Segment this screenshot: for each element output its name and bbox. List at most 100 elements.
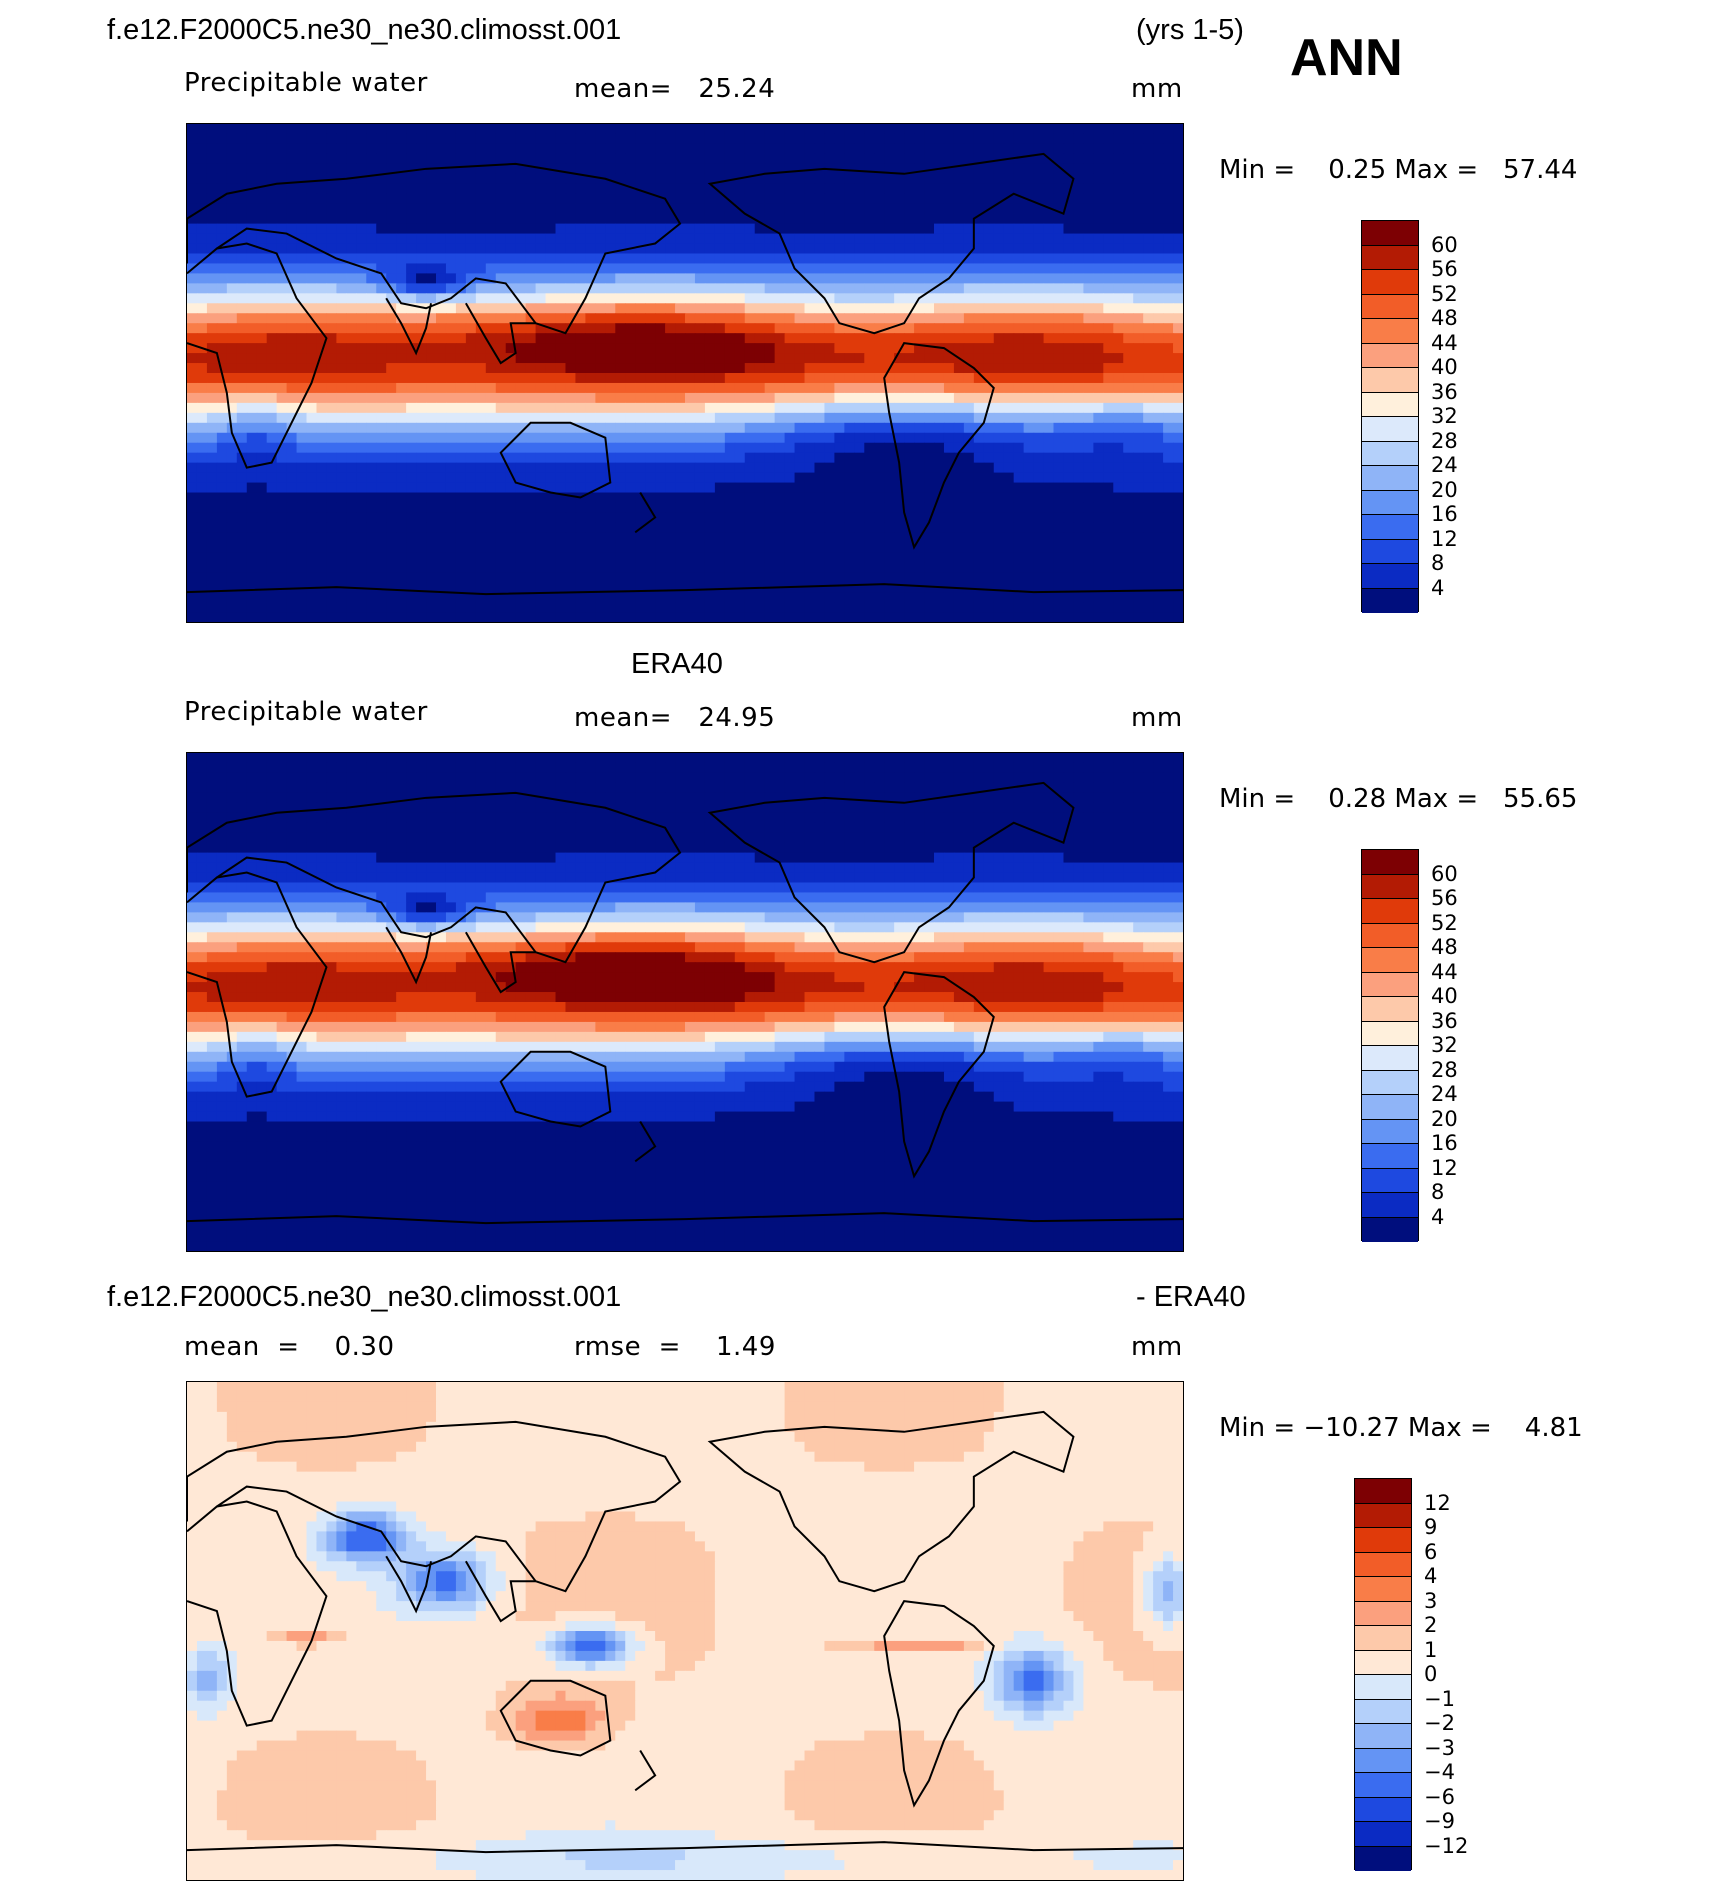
coastline [465, 931, 536, 994]
colorbar-box [1362, 1168, 1418, 1193]
panel-2-map [186, 752, 1184, 1252]
colorbar-box [1362, 899, 1418, 924]
colorbar-box [1362, 588, 1418, 613]
colorbar-box [1362, 539, 1418, 564]
colorbar-box [1355, 1528, 1411, 1553]
panel-3-map [186, 1381, 1184, 1881]
colorbar-label: 16 [1431, 1131, 1458, 1155]
colorbar-box [1362, 270, 1418, 295]
panel-2-minmax: Min = 0.28 Max = 55.65 [1219, 784, 1578, 814]
colorbar-label: 2 [1424, 1613, 1438, 1637]
colorbar-box [1362, 441, 1418, 466]
colorbar-label: 56 [1431, 886, 1458, 910]
colorbar-box [1355, 1479, 1411, 1504]
colorbar-box [1362, 1144, 1418, 1169]
colorbar-label: 28 [1431, 428, 1458, 453]
colorbar-label: 20 [1431, 1106, 1458, 1131]
colorbar-label: 32 [1431, 1033, 1458, 1057]
panel-3-map-svg [187, 1382, 1183, 1880]
panel-2-variable: Precipitable water [184, 697, 428, 727]
colorbar-box [1362, 417, 1418, 442]
colorbar-box [1362, 1046, 1418, 1071]
coastline [707, 152, 1075, 335]
colorbar-label: 48 [1431, 306, 1458, 330]
colorbar-label: 60 [1431, 232, 1458, 257]
panel-1-map-svg [187, 124, 1183, 622]
colorbar-label: −3 [1424, 1735, 1455, 1760]
colorbar-label: 52 [1431, 281, 1458, 306]
panel-2-units: mm [1131, 703, 1183, 733]
colorbar-label: 4 [1431, 575, 1445, 600]
colorbar-label: 9 [1424, 1515, 1438, 1539]
colorbar-box [1362, 997, 1418, 1022]
coastline [187, 583, 1183, 596]
coastline [187, 871, 328, 1098]
coastline [187, 1420, 682, 1593]
colorbar-box [1355, 1846, 1411, 1871]
colorbar-box [1362, 564, 1418, 589]
colorbar-label: 36 [1431, 1008, 1458, 1033]
colorbar-box [1362, 466, 1418, 491]
panel-3-colorbar [1354, 1478, 1412, 1871]
colorbar-box [1362, 874, 1418, 899]
colorbar-box [1362, 221, 1418, 246]
colorbar-box [1355, 1626, 1411, 1651]
colorbar-box [1355, 1577, 1411, 1602]
panel-2-mean: mean= 24.95 [574, 703, 776, 733]
colorbar-box [1355, 1503, 1411, 1528]
colorbar-box [1362, 368, 1418, 393]
colorbar-box [1355, 1601, 1411, 1626]
colorbar-label: 8 [1431, 551, 1445, 575]
panel-3-title-left: f.e12.F2000C5.ne30_ne30.climosst.001 [107, 1281, 622, 1313]
coastline [883, 971, 995, 1179]
colorbar-label: 52 [1431, 910, 1458, 935]
colorbar-box [1362, 392, 1418, 417]
coastline [634, 1121, 657, 1163]
colorbar-label: −9 [1424, 1809, 1455, 1833]
season-label: ANN [1290, 29, 1403, 87]
coastline [187, 1212, 1183, 1225]
colorbar-label: −12 [1424, 1833, 1469, 1858]
coastline [187, 242, 328, 469]
colorbar-label: 12 [1431, 1155, 1458, 1180]
panel-2-map-svg [187, 753, 1183, 1251]
coastline [707, 781, 1075, 964]
colorbar-label: 24 [1431, 453, 1458, 477]
coastline [634, 1750, 657, 1792]
colorbar-box [1355, 1650, 1411, 1675]
panel-3-mean: mean = 0.30 [184, 1332, 395, 1362]
colorbar-box [1355, 1797, 1411, 1822]
colorbar-label: 0 [1424, 1662, 1438, 1686]
colorbar-box [1362, 1070, 1418, 1095]
panel-1-mean: mean= 25.24 [574, 74, 776, 104]
panel-3-rmse: rmse = 1.49 [574, 1332, 776, 1362]
coastline [707, 1410, 1075, 1593]
colorbar-label: 40 [1431, 355, 1458, 379]
colorbar-label: 16 [1431, 502, 1458, 526]
colorbar-box [1355, 1748, 1411, 1773]
colorbar-label: 20 [1431, 477, 1458, 502]
colorbar-box [1362, 1217, 1418, 1242]
colorbar-box [1362, 923, 1418, 948]
colorbar-label: 36 [1431, 379, 1458, 404]
coastline [187, 1500, 328, 1727]
colorbar-box [1355, 1822, 1411, 1847]
colorbar-label: −6 [1424, 1784, 1455, 1809]
colorbar-box [1362, 515, 1418, 540]
colorbar-label: 12 [1424, 1490, 1451, 1515]
coastline [187, 791, 682, 964]
panel-3-title-right: - ERA40 [1136, 1281, 1246, 1313]
colorbar-label: 60 [1431, 861, 1458, 886]
colorbar-label: 24 [1431, 1082, 1458, 1106]
colorbar-label: 28 [1431, 1057, 1458, 1082]
colorbar-label: 44 [1431, 330, 1458, 355]
coastline [187, 1841, 1183, 1854]
panel-1-units: mm [1131, 74, 1183, 104]
colorbar-box [1355, 1552, 1411, 1577]
colorbar-label: 56 [1431, 257, 1458, 281]
colorbar-label: 44 [1431, 959, 1458, 984]
panel-1-colorbar [1361, 220, 1419, 613]
panel-3-minmax: Min = −10.27 Max = 4.81 [1219, 1413, 1583, 1443]
coastline [385, 926, 432, 985]
panel-1-map [186, 123, 1184, 623]
